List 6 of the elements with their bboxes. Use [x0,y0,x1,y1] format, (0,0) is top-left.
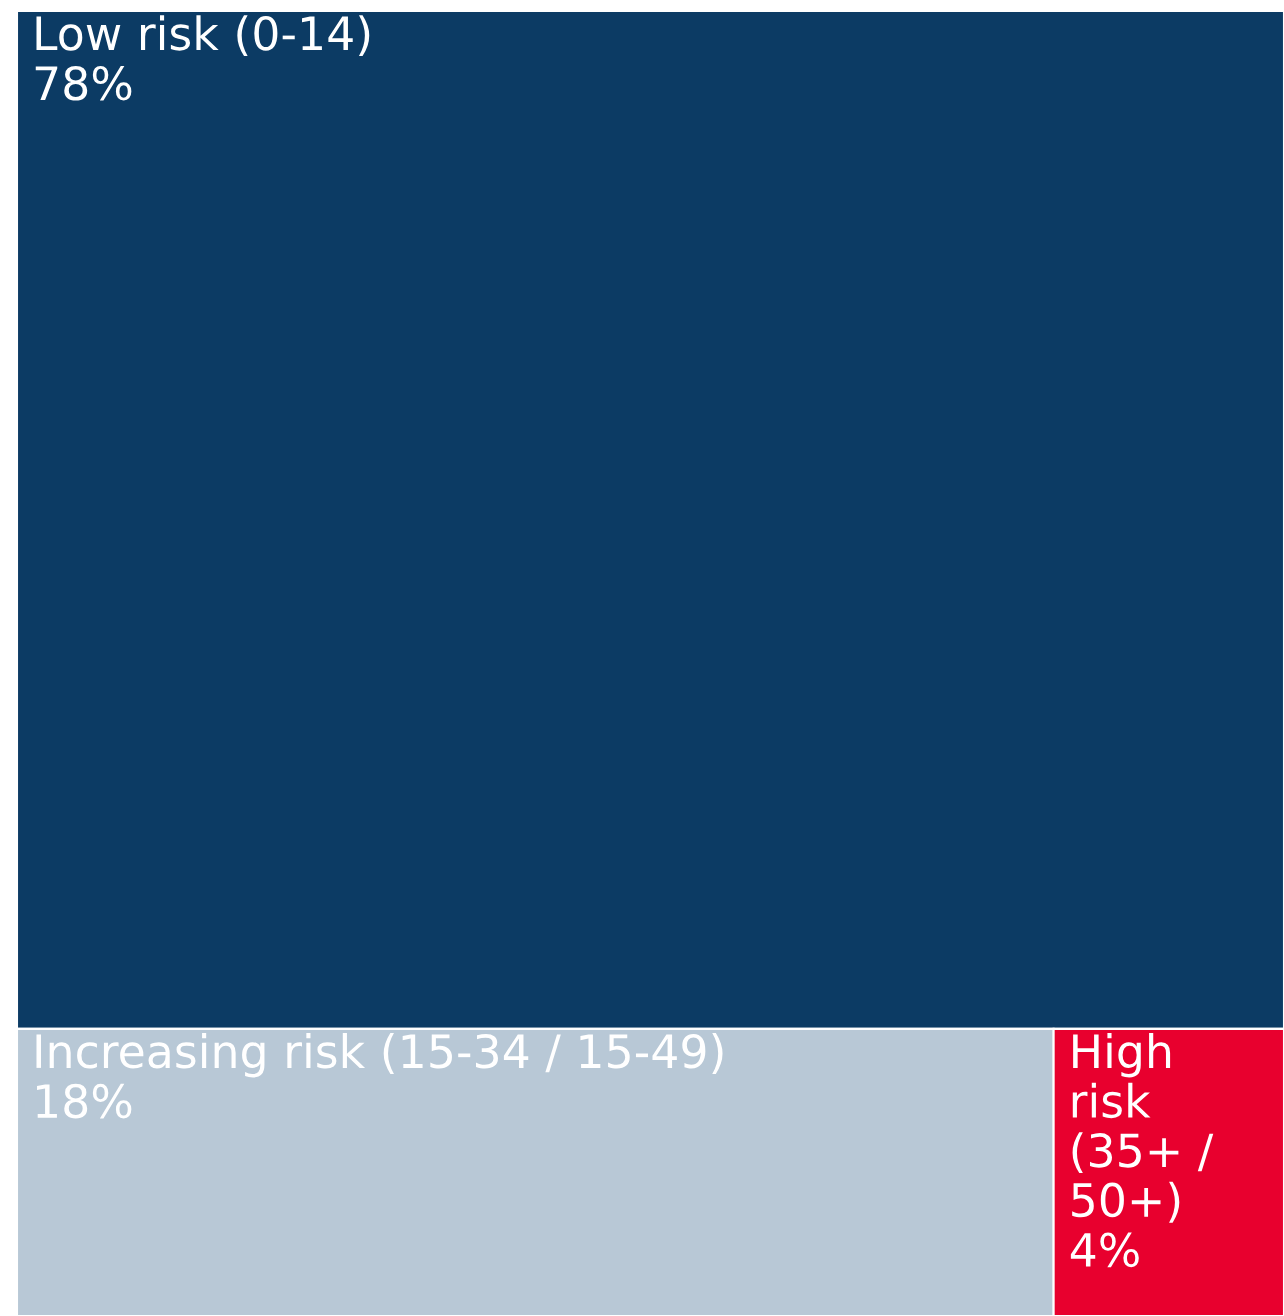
data-label: 18% [37,1083,132,1119]
data-label: 4% [1070,1232,1139,1268]
category-label: Increasing risk (15-34 / 15-49) [36,1033,723,1078]
category-label: High risk (35+ / 50+) [1072,1033,1214,1223]
category-label: Low risk (0-14) [36,15,370,57]
data-label: 78% [35,65,132,101]
